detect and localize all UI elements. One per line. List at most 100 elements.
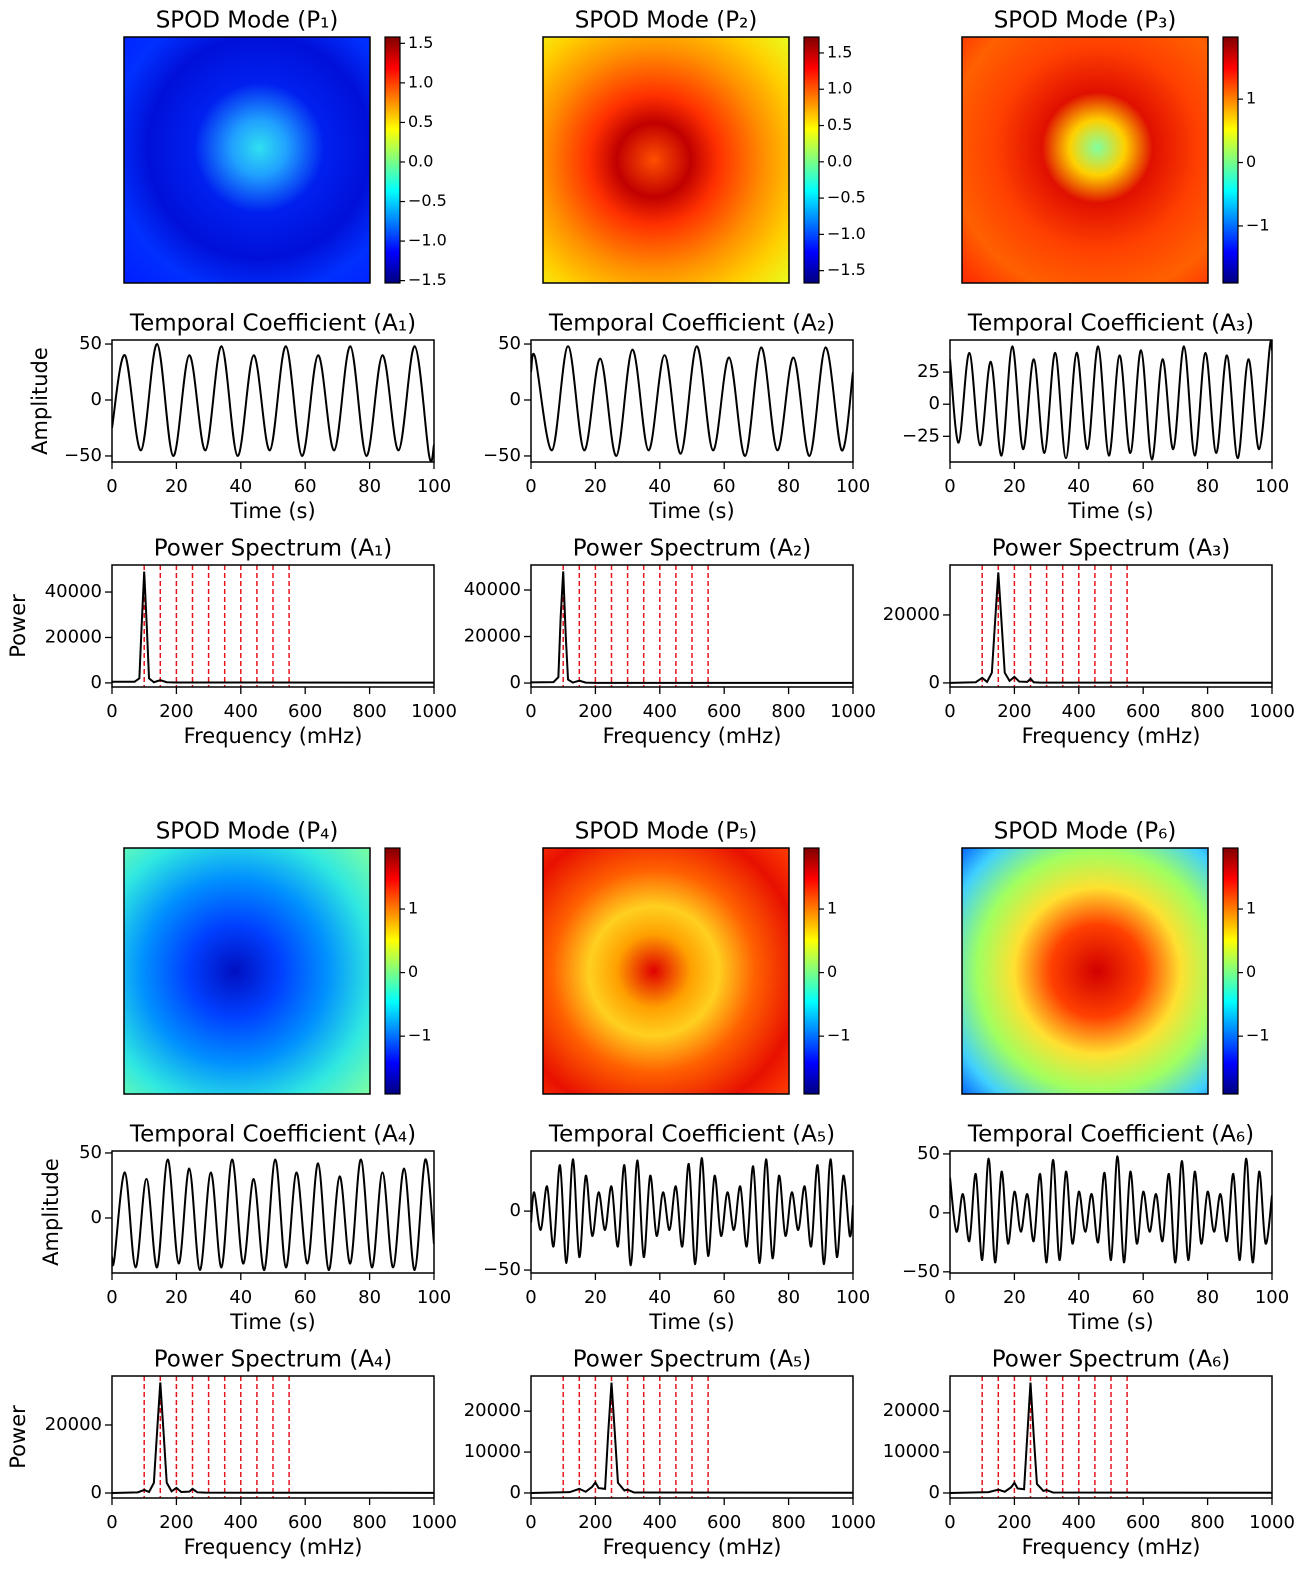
x-axis-label: Time (s) (229, 499, 315, 523)
y-tick-label: 0 (91, 672, 102, 693)
data-line (112, 1158, 434, 1272)
image-title: SPOD Mode (P₃) (994, 8, 1177, 34)
x-axis-label: Time (s) (648, 1310, 734, 1334)
data-line (531, 345, 853, 457)
y-tick-label: 20000 (883, 1400, 940, 1421)
axes-frame (949, 1375, 1273, 1499)
x-tick-label: 20 (165, 476, 188, 497)
x-tick-label: 1000 (411, 701, 457, 722)
mode-image (961, 36, 1209, 284)
image-title: SPOD Mode (P₆) (994, 819, 1177, 845)
colorbar-tick-label: 0.5 (408, 112, 433, 131)
x-tick-label: 80 (777, 1287, 800, 1308)
y-tick-label: 50 (79, 333, 102, 354)
x-tick-label: 1000 (1249, 1512, 1295, 1533)
x-tick-label: 200 (997, 1512, 1031, 1533)
x-axis-label: Frequency (mHz) (1022, 724, 1201, 748)
y-tick-label: 0 (929, 672, 940, 693)
colorbar-tick-label: 0 (827, 962, 837, 981)
x-tick-label: 60 (294, 1287, 317, 1308)
colorbar-tick-label: 1 (1246, 899, 1256, 918)
data-line (112, 343, 434, 462)
x-tick-label: 80 (777, 476, 800, 497)
axes-title: Power Spectrum (A₁) (154, 536, 393, 562)
axes-frame (949, 1150, 1273, 1274)
axes-title: Temporal Coefficient (A₅) (548, 1122, 835, 1148)
axes-frame (111, 1375, 435, 1499)
data-line (531, 571, 853, 684)
data-line (950, 572, 1272, 684)
colorbar-tick-label: 1 (827, 899, 837, 918)
x-tick-label: 800 (771, 701, 805, 722)
colorbar-tick-label: 0 (408, 962, 418, 981)
x-tick-label: 100 (1255, 476, 1289, 497)
x-tick-label: 600 (1126, 701, 1160, 722)
y-tick-label: 50 (917, 1143, 940, 1164)
y-tick-label: 0 (510, 389, 521, 410)
data-line (531, 1157, 853, 1267)
x-axis-label: Time (s) (1067, 1310, 1153, 1334)
colorbar-tick-label: −1 (827, 1026, 851, 1045)
x-axis-label: Time (s) (648, 499, 734, 523)
x-tick-label: 400 (224, 1512, 258, 1533)
axes-title: Power Spectrum (A₄) (154, 1347, 393, 1373)
x-tick-label: 800 (771, 1512, 805, 1533)
x-tick-label: 400 (1062, 1512, 1096, 1533)
colorbar-tick-label: −0.5 (827, 188, 866, 207)
x-tick-label: 0 (944, 1287, 955, 1308)
axes-title: Power Spectrum (A₆) (992, 1347, 1231, 1373)
axes-frame (949, 564, 1273, 688)
y-tick-label: 0 (929, 1202, 940, 1223)
y-axis-label: Amplitude (39, 1158, 63, 1266)
y-tick-label: 50 (498, 333, 521, 354)
colorbar-tick-label: −1.0 (408, 231, 447, 250)
y-tick-label: 0 (510, 1200, 521, 1221)
x-tick-label: 60 (713, 1287, 736, 1308)
x-tick-label: 200 (159, 701, 193, 722)
colorbar-tick-label: 0 (1246, 152, 1256, 171)
x-axis-label: Frequency (mHz) (184, 1535, 363, 1559)
x-tick-label: 600 (707, 701, 741, 722)
x-tick-label: 60 (1132, 1287, 1155, 1308)
y-tick-label: 20000 (883, 604, 940, 625)
mode-image (961, 847, 1209, 1095)
x-tick-label: 100 (417, 476, 451, 497)
y-tick-label: 50 (79, 1142, 102, 1163)
x-axis-label: Time (s) (229, 1310, 315, 1334)
colorbar-tick-label: 1.5 (408, 33, 433, 52)
x-tick-label: 20 (1003, 476, 1026, 497)
mode-image (542, 36, 790, 284)
x-tick-label: 100 (1255, 1287, 1289, 1308)
x-tick-label: 1000 (1249, 701, 1295, 722)
x-axis-label: Frequency (mHz) (1022, 1535, 1201, 1559)
x-tick-label: 400 (224, 701, 258, 722)
x-tick-label: 400 (643, 701, 677, 722)
colorbar-tick-label: 1.0 (408, 72, 433, 91)
data-line (531, 1382, 853, 1494)
y-tick-label: 10000 (464, 1441, 521, 1462)
y-tick-label: 40000 (464, 579, 521, 600)
x-tick-label: 0 (106, 476, 117, 497)
axes-title: Temporal Coefficient (A₆) (967, 1122, 1254, 1148)
x-tick-label: 0 (106, 701, 117, 722)
colorbar-tick-label: −1.5 (408, 270, 447, 289)
x-tick-label: 200 (997, 701, 1031, 722)
x-tick-label: 0 (106, 1512, 117, 1533)
mode-image (123, 847, 371, 1095)
x-axis-label: Frequency (mHz) (603, 724, 782, 748)
x-tick-label: 100 (836, 476, 870, 497)
axes-title: Temporal Coefficient (A₁) (129, 311, 416, 337)
x-tick-label: 40 (1067, 476, 1090, 497)
x-tick-label: 600 (1126, 1512, 1160, 1533)
x-tick-label: 800 (352, 701, 386, 722)
x-tick-label: 80 (358, 476, 381, 497)
y-tick-label: −25 (902, 425, 940, 446)
colorbar-tick-label: −1 (1246, 1026, 1270, 1045)
x-tick-label: 20 (584, 1287, 607, 1308)
data-line (112, 1382, 434, 1494)
x-tick-label: 0 (525, 701, 536, 722)
y-tick-label: 20000 (45, 626, 102, 647)
axes-frame (111, 1150, 435, 1274)
colorbar (1222, 847, 1239, 1095)
